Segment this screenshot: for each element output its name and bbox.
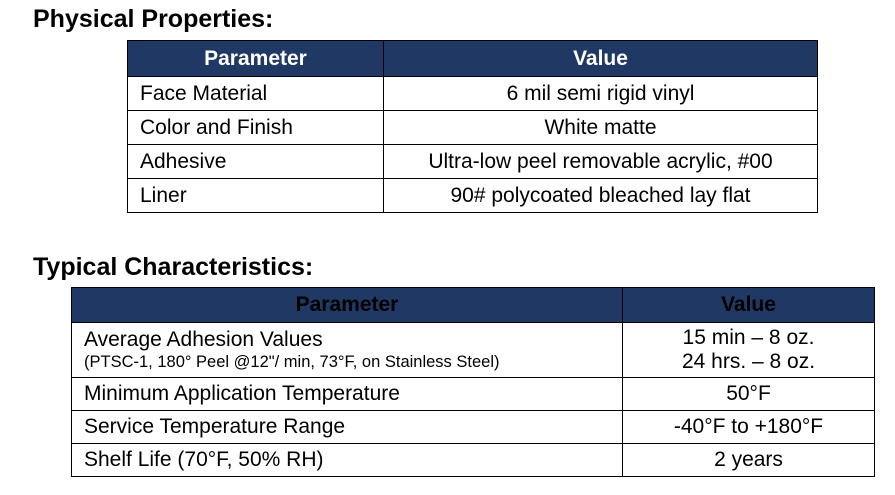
parameter-cell: Adhesive (127, 144, 384, 179)
parameter-cell: Face Material (127, 76, 384, 111)
table-row: Color and Finish White matte (127, 110, 818, 145)
value-cell: 50°F (622, 377, 875, 411)
adhesion-test-note: (PTSC-1, 180° Peel @12"/ min, 73°F, on S… (84, 353, 500, 371)
table-header-row: Parameter Value (71, 287, 875, 323)
table-row: Adhesive Ultra-low peel removable acryli… (127, 144, 818, 179)
value-cell: Ultra-low peel removable acrylic, #00 (383, 144, 818, 179)
value-cell: White matte (383, 110, 818, 145)
column-header-value: Value (383, 40, 818, 77)
table-row: Minimum Application Temperature 50°F (71, 377, 875, 411)
typical-characteristics-title: Typical Characteristics: (33, 253, 314, 281)
parameter-cell: Service Temperature Range (71, 410, 623, 444)
parameter-cell: Color and Finish (127, 110, 384, 145)
table-row: Liner 90# polycoated bleached lay flat (127, 178, 818, 213)
table-row: Shelf Life (70°F, 50% RH) 2 years (71, 443, 875, 477)
physical-properties-title: Physical Properties: (33, 5, 274, 33)
column-header-parameter: Parameter (127, 40, 384, 77)
table-row: Average Adhesion Values (PTSC-1, 180° Pe… (71, 322, 875, 378)
parameter-cell: Liner (127, 178, 384, 213)
column-header-value: Value (622, 287, 875, 323)
table-row: Face Material 6 mil semi rigid vinyl (127, 76, 818, 111)
value-cell: 15 min – 8 oz. 24 hrs. – 8 oz. (622, 322, 875, 378)
adhesion-parameter-label: Average Adhesion Values (84, 328, 323, 351)
adhesion-value-24-hrs: 24 hrs. – 8 oz. (681, 350, 816, 373)
value-cell: 6 mil semi rigid vinyl (383, 76, 818, 111)
column-header-parameter: Parameter (71, 287, 623, 323)
parameter-cell: Average Adhesion Values (PTSC-1, 180° Pe… (71, 322, 623, 378)
table-header-row: Parameter Value (127, 40, 818, 77)
value-cell: 2 years (622, 443, 875, 477)
value-cell: 90# polycoated bleached lay flat (383, 178, 818, 213)
parameter-cell: Minimum Application Temperature (71, 377, 623, 411)
physical-properties-table: Parameter Value Face Material 6 mil semi… (127, 40, 818, 213)
parameter-cell: Shelf Life (70°F, 50% RH) (71, 443, 623, 477)
adhesion-value-15-min: 15 min – 8 oz. (682, 326, 815, 349)
typical-characteristics-table: Parameter Value Average Adhesion Values … (71, 287, 875, 477)
table-row: Service Temperature Range -40°F to +180°… (71, 410, 875, 444)
value-cell: -40°F to +180°F (622, 410, 875, 444)
